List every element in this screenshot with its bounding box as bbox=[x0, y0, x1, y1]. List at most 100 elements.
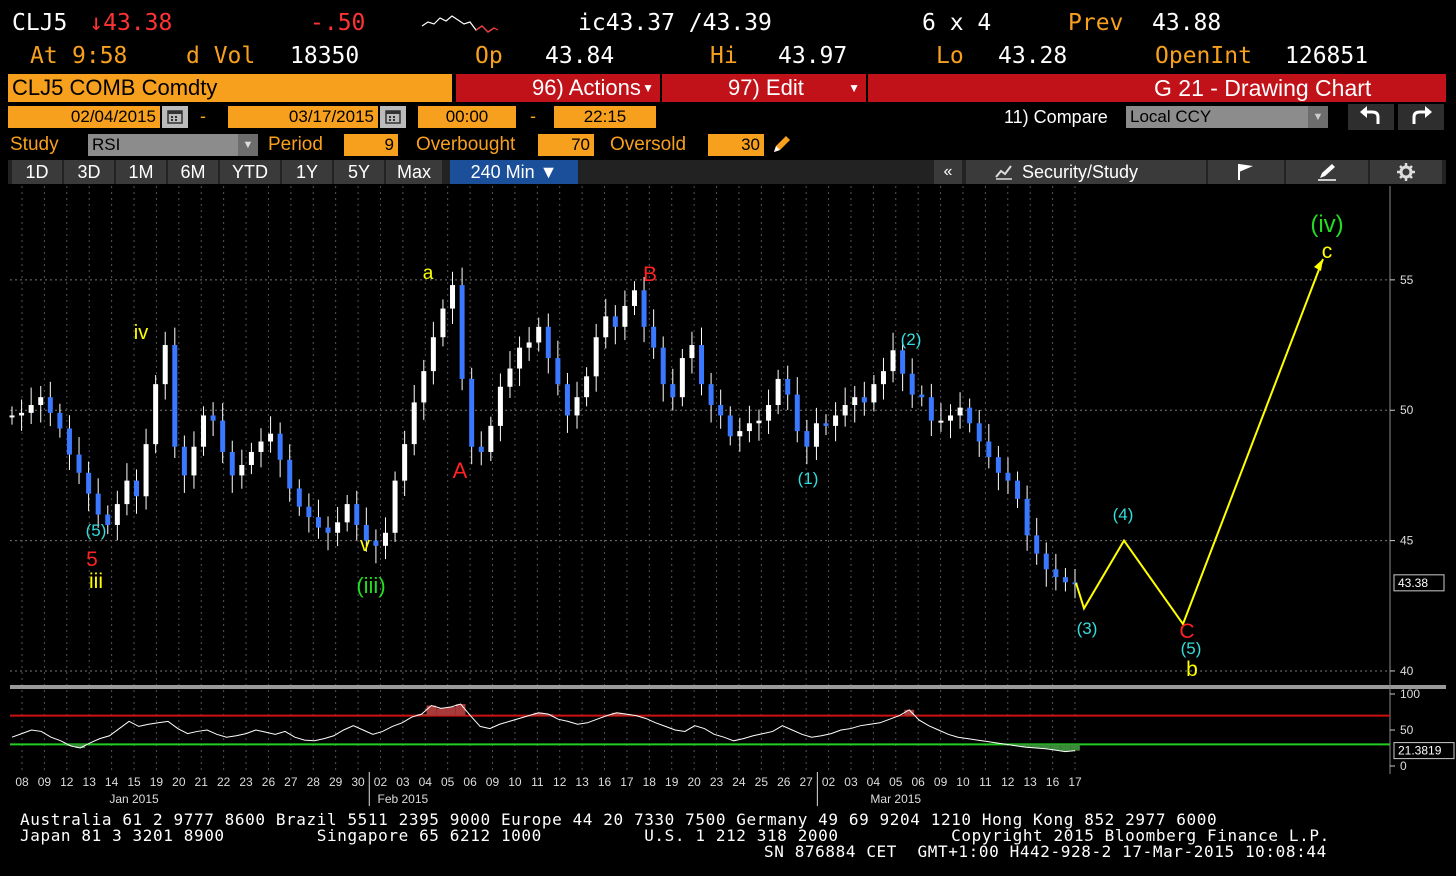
candle-body bbox=[181, 446, 187, 476]
x-tick-label: 24 bbox=[732, 775, 746, 789]
security-study-button[interactable]: Security/Study bbox=[966, 160, 1206, 184]
candle-body bbox=[631, 290, 637, 306]
candle-body bbox=[344, 504, 350, 523]
candle-body bbox=[248, 451, 254, 465]
x-tick-label: 30 bbox=[351, 775, 365, 789]
x-tick-label: 23 bbox=[239, 775, 253, 789]
collapse-panel-button[interactable]: « bbox=[934, 160, 962, 184]
undo-icon[interactable] bbox=[1348, 104, 1394, 130]
prev-label: Prev bbox=[1068, 10, 1124, 36]
calendar-icon[interactable] bbox=[162, 106, 188, 128]
period-field[interactable]: 9 bbox=[344, 134, 398, 156]
candle-body bbox=[28, 405, 34, 413]
start-time-field[interactable]: 00:00 bbox=[418, 106, 516, 128]
candle-body bbox=[804, 431, 810, 447]
x-tick-label: 28 bbox=[307, 775, 321, 789]
actions-menu[interactable]: 96) Actions ▼ bbox=[456, 74, 660, 102]
pencil-icon[interactable] bbox=[770, 134, 792, 156]
candle-body bbox=[325, 527, 331, 533]
tab-1y[interactable]: 1Y bbox=[282, 160, 332, 184]
security-field[interactable]: CLJ5 COMB Comdty bbox=[8, 74, 452, 102]
candle-body bbox=[392, 480, 398, 533]
x-tick-label: 17 bbox=[1068, 775, 1082, 789]
edit-menu[interactable]: 97) Edit ▼ bbox=[662, 74, 866, 102]
price-chart[interactable]: (5)5iiiivv(iii)aAB(1)(2)(3)(4)C(5)b(iv)c… bbox=[0, 186, 1456, 808]
compare-select[interactable]: Local CCY bbox=[1126, 106, 1308, 128]
flag-button[interactable] bbox=[1208, 160, 1284, 184]
oversold-label: Oversold bbox=[610, 134, 687, 155]
candle-body bbox=[679, 358, 685, 398]
candle-body bbox=[201, 415, 207, 447]
candle-body bbox=[536, 326, 542, 343]
tab-5y[interactable]: 5Y bbox=[334, 160, 384, 184]
overbought-fill bbox=[533, 712, 544, 716]
price-candles bbox=[9, 267, 1078, 599]
tab-max[interactable]: Max bbox=[386, 160, 442, 184]
end-time-field[interactable]: 22:15 bbox=[554, 106, 656, 128]
x-tick-label: 27 bbox=[799, 775, 813, 789]
rsi-tick-label: 50 bbox=[1400, 723, 1414, 737]
candle-body bbox=[517, 347, 523, 369]
overbought-label: Overbought bbox=[416, 134, 516, 155]
candle-body bbox=[363, 524, 369, 541]
tab-240-min[interactable]: 240 Min ▼ bbox=[450, 160, 578, 184]
candle-body bbox=[689, 345, 695, 359]
x-tick-label: 06 bbox=[911, 775, 925, 789]
candle-body bbox=[335, 522, 341, 533]
oversold-fill bbox=[1060, 744, 1071, 752]
x-tick-label: 13 bbox=[1024, 775, 1038, 789]
candle-body bbox=[153, 384, 159, 445]
candle-body bbox=[1072, 582, 1078, 585]
chart-grid bbox=[10, 186, 1446, 774]
study-dropdown-icon[interactable]: ▼ bbox=[238, 134, 258, 156]
overbought-field[interactable]: 70 bbox=[538, 134, 594, 156]
overbought-fill bbox=[611, 712, 622, 716]
wave-label: b bbox=[1186, 658, 1198, 681]
study-select[interactable]: RSI bbox=[88, 134, 238, 156]
edit-dropdown-icon: ▼ bbox=[848, 81, 860, 95]
tab-6m[interactable]: 6M bbox=[168, 160, 218, 184]
overbought-fill bbox=[445, 706, 456, 716]
tab-ytd[interactable]: YTD bbox=[220, 160, 280, 184]
calendar-icon[interactable] bbox=[380, 106, 406, 128]
bid-ask: ic43.37 /43.39 bbox=[578, 10, 772, 36]
redo-icon[interactable] bbox=[1398, 104, 1444, 130]
candle-body bbox=[641, 290, 647, 327]
tab-1m[interactable]: 1M bbox=[116, 160, 166, 184]
candle-body bbox=[354, 504, 360, 525]
overbought-fill bbox=[416, 714, 427, 716]
candle-body bbox=[430, 337, 436, 372]
candle-body bbox=[564, 384, 570, 416]
candle-body bbox=[957, 407, 963, 416]
footer-contacts-2: Japan 81 3 3201 8900 Singapore 65 6212 1… bbox=[20, 826, 1330, 845]
candle-body bbox=[38, 397, 44, 406]
x-tick-label: 09 bbox=[486, 775, 500, 789]
candle-body bbox=[306, 506, 312, 518]
candle-body bbox=[57, 412, 63, 429]
candle-body bbox=[928, 397, 934, 421]
candle-body bbox=[948, 415, 954, 421]
candle-body bbox=[880, 371, 886, 385]
gear-icon bbox=[1397, 163, 1415, 181]
last-price-label: 43.38 bbox=[1398, 576, 1428, 590]
candle-body bbox=[402, 444, 408, 481]
candle-body bbox=[1062, 577, 1068, 583]
tab-3d[interactable]: 3D bbox=[64, 160, 114, 184]
vol-label: d Vol bbox=[186, 43, 256, 69]
compare-dropdown-icon[interactable]: ▼ bbox=[1308, 106, 1328, 128]
oversold-field[interactable]: 30 bbox=[708, 134, 764, 156]
end-date-field[interactable]: 03/17/2015 bbox=[228, 106, 378, 128]
x-tick-label: 22 bbox=[217, 775, 231, 789]
candle-body bbox=[871, 384, 877, 403]
x-tick-label: 20 bbox=[172, 775, 186, 789]
tab-1d[interactable]: 1D bbox=[12, 160, 62, 184]
compare-label: 11) Compare bbox=[1004, 107, 1108, 127]
candle-body bbox=[813, 423, 819, 447]
edit-annotations-button[interactable] bbox=[1286, 160, 1368, 184]
settings-button[interactable] bbox=[1370, 160, 1442, 184]
x-tick-label: 18 bbox=[643, 775, 657, 789]
candle-body bbox=[986, 441, 992, 458]
candle-body bbox=[612, 316, 618, 327]
candle-body bbox=[277, 433, 283, 460]
start-date-field[interactable]: 02/04/2015 bbox=[8, 106, 160, 128]
